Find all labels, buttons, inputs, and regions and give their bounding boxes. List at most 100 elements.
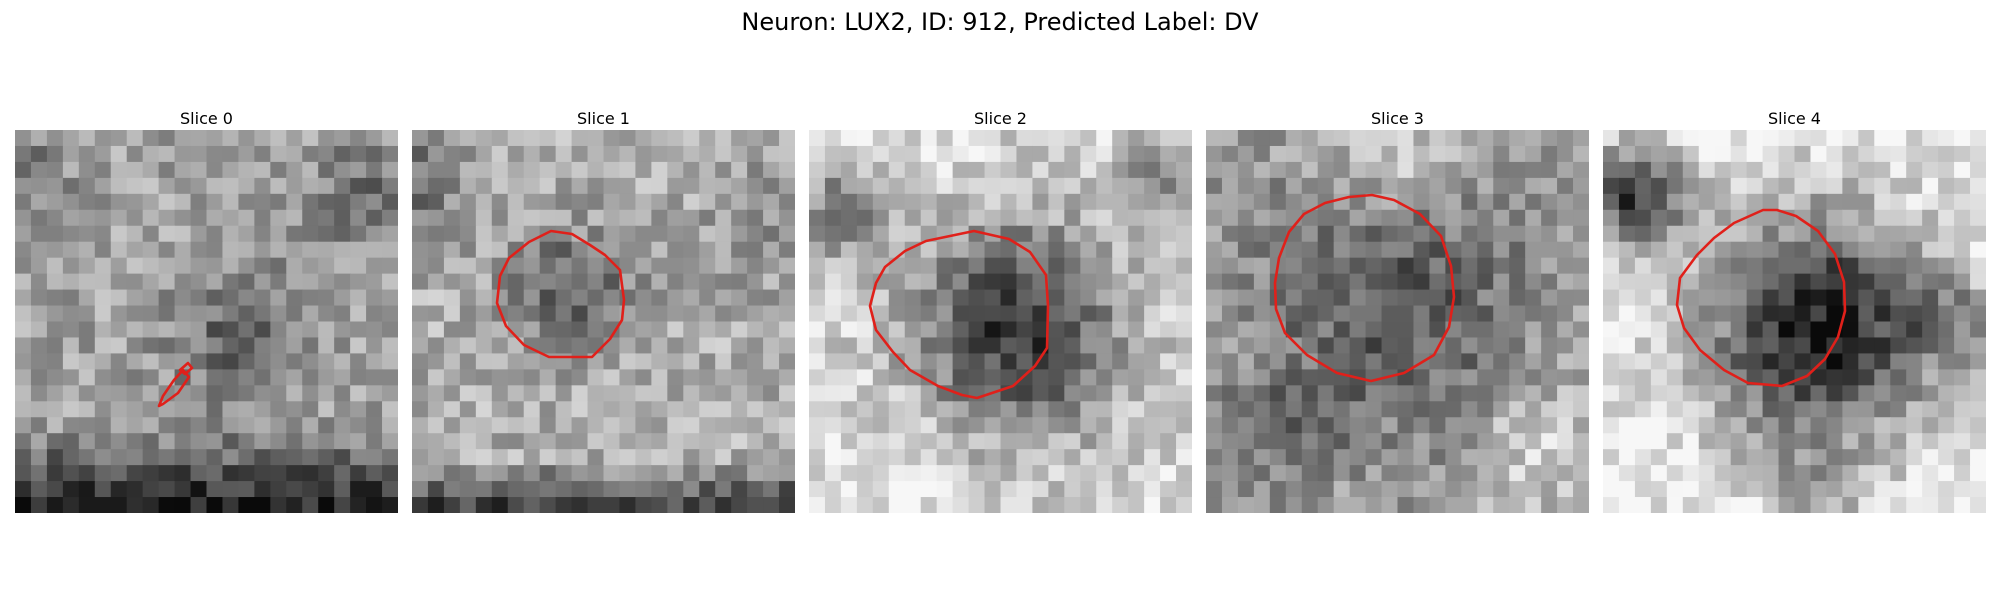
image-pixel — [1048, 305, 1065, 323]
image-pixel — [1794, 241, 1812, 259]
image-pixel — [635, 257, 652, 275]
image-pixel — [1381, 177, 1399, 195]
image-pixel — [1746, 321, 1764, 339]
image-pixel — [1397, 193, 1415, 211]
image-pixel — [1842, 273, 1859, 291]
image-pixel — [968, 481, 986, 498]
image-pixel — [1826, 193, 1843, 211]
image-pixel — [1493, 305, 1510, 323]
image-pixel — [174, 401, 192, 418]
image-pixel — [667, 481, 684, 498]
image-pixel — [350, 177, 367, 195]
image-pixel — [920, 241, 938, 259]
image-pixel — [1349, 497, 1367, 513]
image-pixel — [809, 417, 826, 434]
image-pixel — [1048, 209, 1065, 227]
image-pixel — [651, 257, 668, 275]
image-pixel — [747, 417, 764, 434]
image-pixel — [1874, 225, 1891, 243]
image-pixel — [1650, 161, 1668, 179]
image-pixel — [1970, 225, 1986, 243]
image-pixel — [968, 273, 986, 291]
image-pixel — [1922, 465, 1939, 482]
image-pixel — [1874, 209, 1891, 227]
image-pixel — [1317, 465, 1335, 482]
image-pixel — [1541, 130, 1558, 147]
image-pixel — [491, 193, 509, 211]
image-pixel — [1826, 433, 1843, 450]
image-pixel — [1573, 497, 1589, 513]
image-pixel — [1144, 433, 1161, 450]
image-pixel — [635, 497, 652, 513]
image-pixel — [763, 369, 780, 386]
image-pixel — [174, 257, 192, 275]
image-pixel — [427, 145, 445, 163]
image-pixel — [539, 193, 557, 211]
image-pixel — [1778, 497, 1796, 513]
image-pixel — [1413, 337, 1431, 355]
figure-suptitle: Neuron: LUX2, ID: 912, Predicted Label: … — [741, 8, 1259, 36]
image-pixel — [1938, 385, 1955, 402]
image-pixel — [1618, 305, 1636, 323]
image-pixel — [809, 225, 826, 243]
image-pixel — [142, 385, 160, 402]
image-pixel — [856, 385, 874, 402]
image-pixel — [270, 161, 287, 179]
image-pixel — [1603, 145, 1620, 163]
image-pixel — [555, 465, 573, 482]
image-pixel — [94, 481, 112, 498]
image-pixel — [78, 177, 96, 195]
image-pixel — [952, 353, 970, 370]
image-pixel — [190, 193, 208, 211]
image-pixel — [1112, 481, 1129, 498]
image-pixel — [1525, 257, 1542, 275]
image-pixel — [1730, 273, 1748, 291]
image-pixel — [1477, 481, 1494, 498]
image-pixel — [158, 433, 176, 450]
image-pixel — [30, 193, 48, 211]
image-pixel — [872, 305, 890, 323]
image-pixel — [1016, 209, 1034, 227]
image-pixel — [206, 401, 224, 418]
image-pixel — [1285, 481, 1303, 498]
image-pixel — [270, 177, 287, 195]
image-pixel — [286, 465, 303, 482]
image-pixel — [126, 497, 144, 513]
image-pixel — [920, 449, 938, 466]
image-pixel — [1603, 433, 1620, 450]
image-pixel — [699, 417, 716, 434]
image-pixel — [984, 193, 1002, 211]
image-pixel — [587, 497, 605, 513]
image-pixel — [1221, 417, 1239, 434]
image-pixel — [555, 337, 573, 355]
image-pixel — [1160, 257, 1177, 275]
image-pixel — [1413, 145, 1431, 163]
image-pixel — [382, 321, 398, 339]
image-pixel — [334, 305, 351, 323]
image-pixel — [142, 161, 160, 179]
image-pixel — [1970, 385, 1986, 402]
image-pixel — [94, 145, 112, 163]
image-pixel — [1762, 401, 1780, 418]
image-pixel — [1096, 241, 1113, 259]
image-pixel — [1698, 401, 1716, 418]
image-pixel — [1682, 177, 1700, 195]
image-pixel — [1714, 130, 1732, 147]
image-pixel — [1906, 305, 1923, 323]
image-pixel — [1477, 209, 1494, 227]
image-pixel — [571, 177, 589, 195]
image-pixel — [968, 305, 986, 323]
image-pixel — [1461, 130, 1478, 147]
image-pixel — [110, 353, 128, 370]
image-pixel — [382, 161, 398, 179]
image-pixel — [1144, 209, 1161, 227]
image-pixel — [587, 130, 605, 147]
image-pixel — [1730, 193, 1748, 211]
image-pixel — [254, 145, 271, 163]
image-pixel — [1509, 305, 1526, 323]
image-pixel — [1080, 417, 1097, 434]
image-pixel — [1144, 161, 1161, 179]
image-pixel — [651, 337, 668, 355]
image-pixel — [1874, 353, 1891, 370]
image-pixel — [270, 401, 287, 418]
